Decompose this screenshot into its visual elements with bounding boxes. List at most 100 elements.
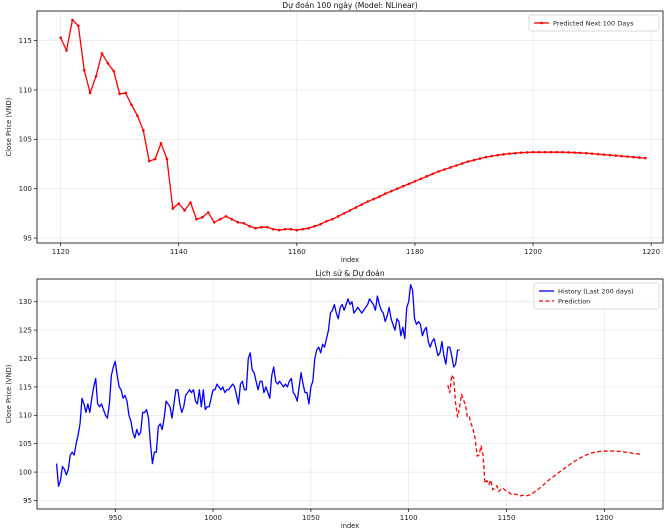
data-point (590, 152, 594, 155)
y-tick-label: 115 (19, 37, 32, 45)
data-point (94, 74, 98, 78)
data-point (384, 192, 387, 195)
data-point (543, 150, 547, 154)
y-tick-label: 95 (23, 234, 32, 242)
data-point (449, 166, 452, 169)
y-axis-label: Close Price (VND) (5, 364, 13, 423)
data-point (584, 151, 588, 155)
data-point (596, 152, 600, 156)
legend-entry-label: History (Last 200 days) (558, 287, 634, 295)
data-point (183, 209, 186, 212)
data-point (360, 203, 364, 206)
data-point (289, 227, 293, 231)
data-point (153, 157, 157, 161)
data-point (342, 212, 346, 215)
data-point (579, 151, 582, 155)
data-point (301, 227, 305, 231)
y-tick-label: 110 (19, 86, 32, 94)
data-point (608, 153, 612, 157)
x-tick-label: 1150 (498, 514, 516, 522)
data-point (378, 195, 381, 198)
x-tick-label: 1000 (204, 514, 222, 522)
data-point (266, 225, 269, 229)
x-axis-label: index (341, 256, 359, 264)
data-point (561, 150, 564, 154)
legend: Predicted Next 100 Days (528, 14, 660, 32)
data-point (271, 227, 275, 231)
legend-box (533, 282, 660, 310)
data-point (537, 150, 541, 154)
series-line-history-last-200-days- (55, 284, 460, 487)
data-point (490, 154, 494, 158)
data-point (484, 155, 488, 159)
data-point (177, 202, 181, 205)
chart-panel-2: 950 1000 1050 1100 1150 1200 95 100 105 110 115 120… (5, 269, 664, 530)
x-tick-label: 1200 (595, 514, 613, 522)
series-line-predicted-next-100-days (60, 19, 646, 231)
data-point (242, 221, 245, 225)
data-point (130, 103, 133, 107)
data-point (525, 151, 529, 154)
y-tick-label: 100 (19, 468, 32, 476)
plot-area-frame (36, 10, 664, 244)
x-tick-label: 1200 (524, 248, 542, 256)
chart-panel-1: 1120 1140 1160 1180 1200 1220 95 100 105 110 115 Dự… (5, 1, 664, 264)
data-point (124, 91, 127, 95)
x-tick-label: 1140 (170, 248, 188, 256)
data-point (136, 114, 139, 117)
y-tick-label: 105 (19, 136, 32, 144)
data-point (218, 218, 222, 221)
y-tick-label: 105 (19, 440, 32, 448)
data-point (366, 200, 370, 203)
y-tick-label: 95 (23, 497, 32, 505)
y-tick-label: 125 (19, 327, 32, 335)
x-tick-label: 1220 (642, 248, 660, 256)
data-point (212, 220, 216, 224)
y-tick-label: 130 (19, 298, 32, 306)
legend-box (528, 14, 660, 32)
legend: History (Last 200 days) Prediction (533, 282, 660, 310)
data-point (307, 226, 310, 230)
data-point (626, 155, 629, 158)
data-point (643, 156, 647, 160)
data-point (395, 187, 399, 191)
data-point (59, 36, 62, 39)
data-point (159, 141, 163, 145)
data-point (77, 24, 80, 28)
data-point (437, 170, 440, 173)
data-point (313, 224, 316, 228)
y-tick-label: 100 (19, 185, 32, 193)
series-line-prediction (447, 374, 642, 497)
data-point (82, 68, 86, 72)
data-point (502, 153, 505, 156)
x-tick-label: 1160 (288, 248, 306, 256)
data-point (106, 62, 110, 65)
data-point (478, 157, 482, 160)
data-point (472, 158, 476, 162)
data-point (254, 226, 257, 230)
legend-marker (540, 21, 543, 25)
data-point (325, 219, 328, 223)
x-tick-label: 1120 (52, 248, 70, 256)
data-point (348, 209, 352, 212)
data-point (100, 52, 104, 55)
chart-title: Lịch sử & Dự đoán (315, 269, 384, 278)
data-point (236, 220, 240, 224)
data-point (319, 222, 322, 226)
data-point (147, 159, 151, 163)
data-point (390, 189, 393, 193)
data-point (555, 150, 558, 154)
data-point (567, 151, 570, 154)
data-point (165, 157, 169, 161)
data-point (277, 228, 281, 232)
data-point (118, 92, 121, 96)
data-point (419, 177, 423, 181)
data-point (460, 162, 464, 165)
data-point (336, 215, 340, 218)
y-tick-label: 115 (19, 383, 32, 391)
data-point (413, 179, 417, 183)
data-point (201, 216, 204, 219)
data-point (112, 69, 116, 73)
data-point (443, 168, 446, 171)
data-point (602, 153, 606, 156)
